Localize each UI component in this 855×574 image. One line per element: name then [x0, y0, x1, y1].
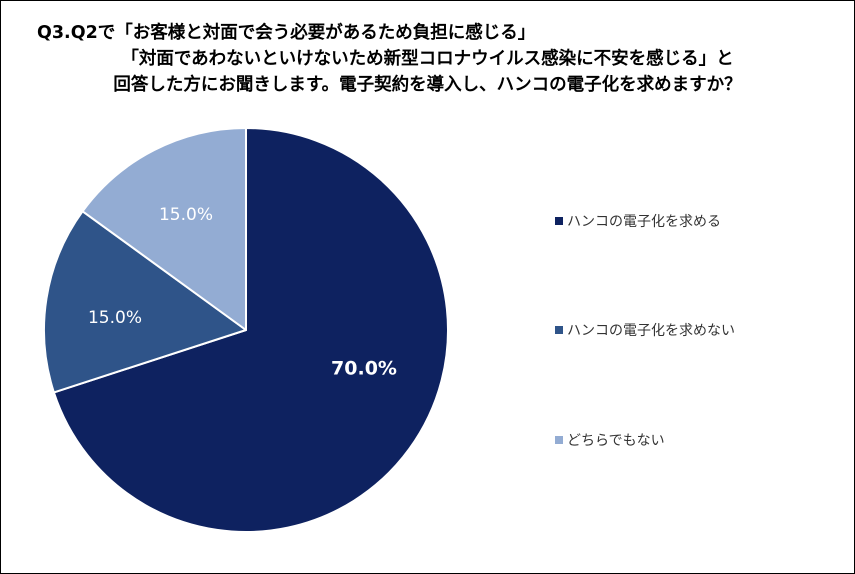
chart-title: Q3.Q2で「お客様と対面で会う必要があるため負担に感じる」 「対面であわないと…: [0, 20, 855, 98]
title-line-3: 回答した方にお聞きします。電子契約を導入し、ハンコの電子化を求めますか？: [113, 75, 742, 95]
legend-item-3: どちらでもない: [555, 430, 665, 450]
legend-label-3: どちらでもない: [567, 433, 665, 449]
pie-slice-2: [43, 210, 247, 394]
legend-item-2: ハンコの電子化を求めない: [555, 320, 735, 340]
legend-label-1: ハンコの電子化を求める: [567, 214, 721, 230]
legend-label-2: ハンコの電子化を求めない: [567, 323, 735, 339]
data-label-2: 15.0%: [88, 308, 142, 328]
pie-slice-3: [81, 127, 247, 331]
data-label-3: 15.0%: [159, 205, 213, 225]
pie-slice-1: [52, 127, 449, 533]
legend-swatch-1: [555, 217, 563, 225]
data-label-1: 70.0%: [331, 358, 397, 380]
title-line-2: 「対面であわないといけないため新型コロナウイルス感染に不安を感じる」と: [121, 49, 734, 69]
legend-swatch-2: [555, 326, 563, 334]
legend-swatch-3: [555, 436, 563, 444]
legend-item-1: ハンコの電子化を求める: [555, 211, 721, 231]
title-line-1: Q3.Q2で「お客様と対面で会う必要があるため負担に感じる」: [37, 23, 536, 43]
